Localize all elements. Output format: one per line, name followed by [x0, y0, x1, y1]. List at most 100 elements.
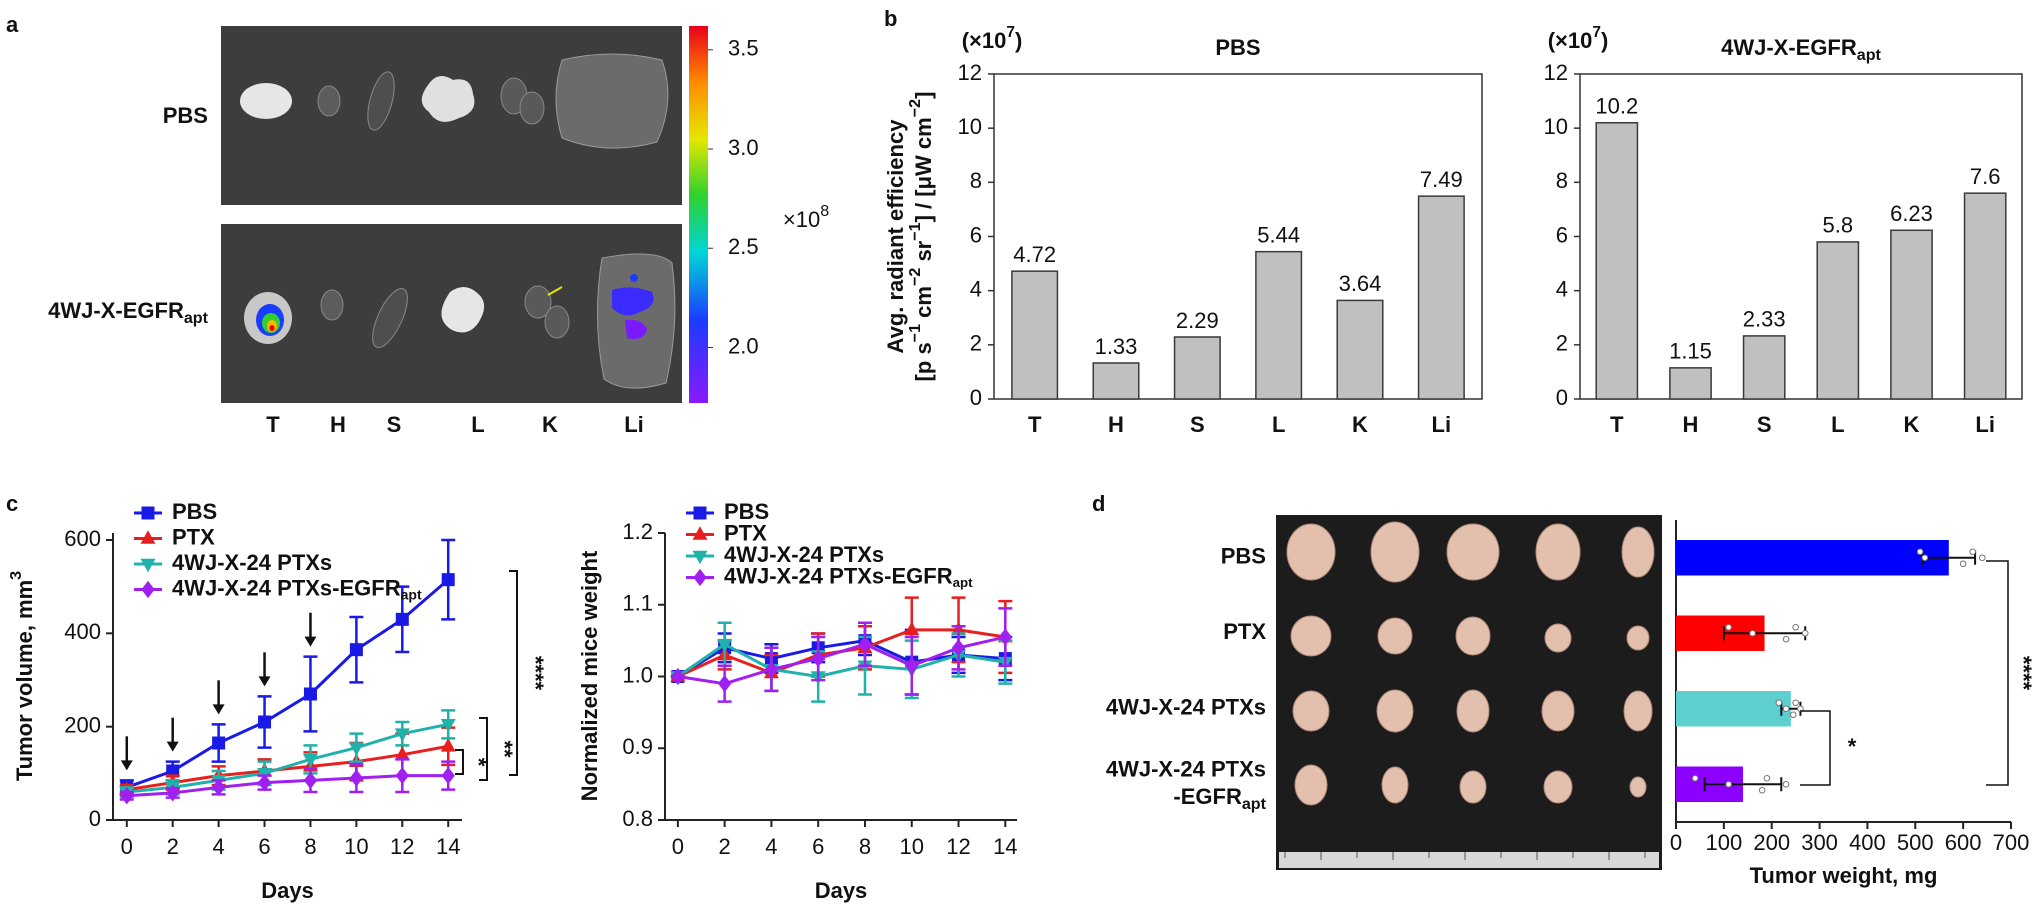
y-tick-label: 12 [1544, 60, 1568, 85]
category-label: PBS [1221, 544, 1266, 569]
text-part: apt [1242, 795, 1267, 813]
legend-marker [140, 530, 156, 544]
significance-bracket [479, 717, 488, 781]
marker [120, 787, 134, 805]
dose-arrowhead [166, 741, 179, 752]
bar [1173, 336, 1221, 400]
x-tick-label: S [1190, 412, 1205, 437]
y-tick-label: 1.1 [622, 591, 653, 616]
text-part: 4WJ-X-EGFR [48, 298, 184, 323]
legend-marker [693, 506, 707, 520]
x-tick-label: 10 [900, 834, 924, 859]
x-tick-label: H [1108, 412, 1124, 437]
x-tick-label: 600 [1945, 830, 1982, 855]
y-tick-label: 6 [970, 222, 982, 247]
bar [1963, 192, 2007, 400]
marker [349, 769, 364, 787]
marker [212, 736, 226, 750]
bar [1816, 241, 1860, 400]
row-label: PBS [163, 103, 208, 128]
x-tick-label: K [1352, 412, 1368, 437]
bar [1255, 250, 1303, 400]
text-part: 7 [1592, 24, 1601, 41]
data-point [1782, 705, 1790, 713]
x-tick-label: 6 [258, 834, 270, 859]
bar [1417, 195, 1465, 400]
text-part: ) [1015, 28, 1022, 53]
x-tick-label: 500 [1897, 830, 1934, 855]
error-bar [1703, 777, 1783, 792]
tumor-photo [1276, 515, 1662, 870]
significance-label: **** [2011, 656, 2035, 691]
y-tick-label: 2 [970, 331, 982, 356]
marker [348, 742, 364, 756]
x-tick-label: 14 [993, 834, 1017, 859]
marker [166, 784, 180, 802]
significance-bracket [509, 570, 518, 776]
legend-label: PBS [724, 499, 769, 524]
text-part: apt [401, 586, 422, 602]
data-point [1725, 780, 1732, 788]
x-tick-label: 4 [212, 834, 224, 859]
series-line [126, 578, 450, 789]
bar [1669, 367, 1712, 400]
dose-arrowhead [120, 760, 133, 771]
colorbar-tick-label: 3.0 [728, 135, 759, 160]
organ-label: Li [624, 412, 644, 437]
x-tick-label: 12 [946, 834, 970, 859]
marker [811, 649, 825, 668]
y-tick-label: 2 [1556, 331, 1568, 356]
category-label: 4WJ-X-24 PTXs [1106, 695, 1266, 720]
marker [951, 639, 966, 657]
colorbar-tick-label: 3.5 [728, 36, 759, 61]
y-tick-label: 600 [64, 526, 101, 551]
plot-frame [993, 73, 1483, 400]
data-point [1916, 548, 1924, 556]
y-tick-label: 0.8 [622, 806, 653, 831]
data-point [1725, 623, 1732, 631]
value-label: 1.15 [1669, 339, 1712, 364]
significance-bracket [1986, 560, 2009, 786]
bar [1676, 540, 1949, 576]
y-tick-label: 0 [970, 385, 982, 410]
x-tick-label: T [1028, 412, 1042, 437]
y-tick-label: 0 [1556, 385, 1568, 410]
text-part: cm [911, 286, 936, 324]
x-tick-label: 2 [719, 834, 731, 859]
marker [395, 767, 409, 785]
value-label: 5.8 [1823, 213, 1854, 238]
marker [905, 657, 919, 675]
text-part: [p s [911, 342, 936, 381]
y-tick-label: 10 [1544, 114, 1568, 139]
legend-marker [141, 506, 155, 520]
value-label: 5.44 [1257, 222, 1300, 247]
text-part: −2 [906, 268, 924, 286]
legend-marker [693, 568, 707, 587]
value-label: 2.33 [1743, 307, 1786, 332]
x-tick-label: 8 [304, 834, 316, 859]
bar [1676, 691, 1791, 727]
x-tick-label: 0 [672, 834, 684, 859]
dose-arrowhead [258, 676, 271, 687]
organ-label: L [471, 412, 484, 437]
y-tick-label: 0.9 [622, 734, 653, 759]
x-tick-label: S [1757, 412, 1772, 437]
organ-label: T [266, 412, 280, 437]
significance-label: ** [492, 740, 517, 758]
x-tick-label: K [1904, 412, 1920, 437]
significance-label: * [1848, 734, 1857, 759]
text-part: −2 [906, 99, 924, 117]
value-label: 3.64 [1339, 271, 1382, 296]
legend-label: PBS [172, 499, 217, 524]
significance-bracket [1800, 710, 1831, 786]
legend-label: 4WJ-X-24 PTXs-EGFRapt [724, 563, 973, 589]
organ-photo-bottom [221, 224, 682, 403]
x-tick-label: 700 [1993, 830, 2030, 855]
text-part: −1 [906, 222, 924, 240]
category-label: 4WJ-X-24 PTXs -EGFRapt [1106, 756, 1267, 813]
y-axis-label: [p s−1 cm−2 sr−1] / [μW cm−2] [906, 92, 936, 382]
x-tick-label: 300 [1801, 830, 1838, 855]
marker [349, 643, 363, 657]
bar [1011, 270, 1059, 400]
marker [394, 728, 410, 742]
